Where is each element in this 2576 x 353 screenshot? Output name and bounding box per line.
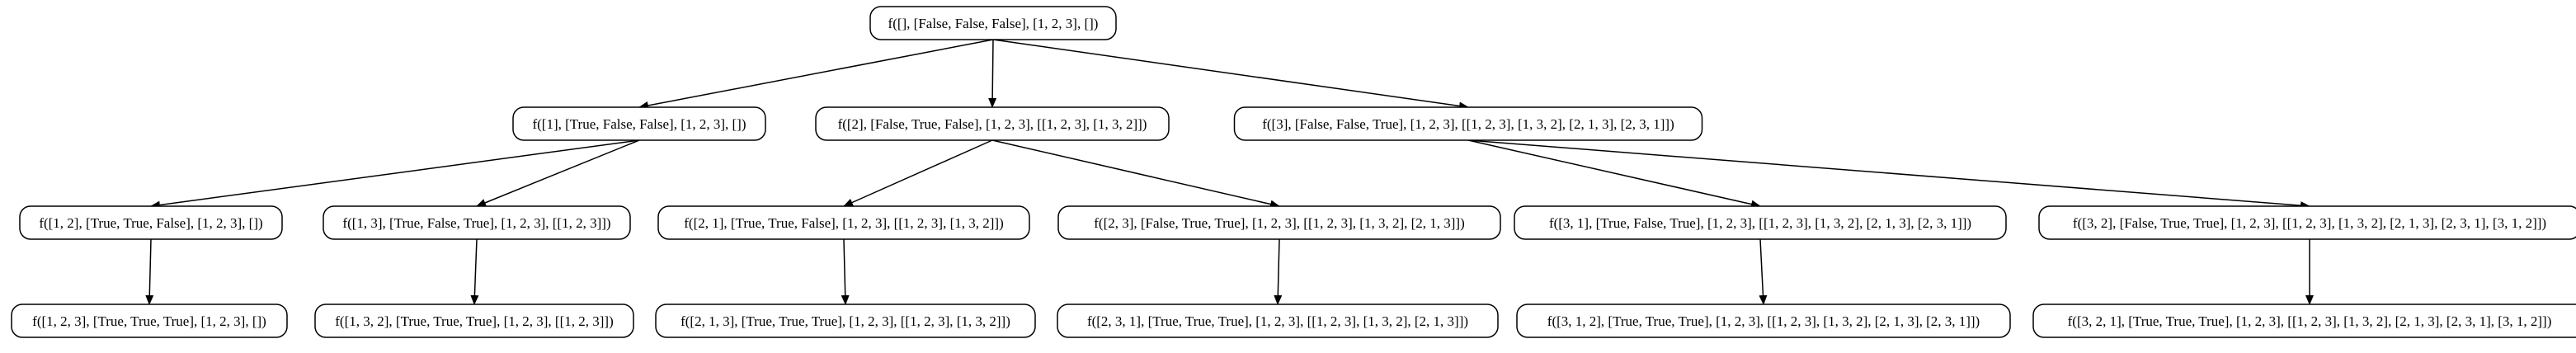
tree-node-n14: f([3, 1, 2], [True, True, True], [1, 2, …	[1516, 304, 2011, 338]
edge-n0-to-n3	[992, 39, 1469, 111]
tree-node-n13: f([2, 3, 1], [True, True, True], [1, 2, …	[1057, 304, 1499, 338]
node-box	[314, 304, 634, 338]
nodes-layer: f([], [False, False, False], [1, 2, 3], …	[11, 6, 2576, 338]
tree-node-n3: f([3], [False, False, True], [1, 2, 3], …	[1233, 106, 1703, 141]
edge-n7-to-n13	[1274, 238, 1283, 305]
node-label: f([1, 2, 3], [True, True, True], [1, 2, …	[32, 313, 266, 329]
tree-node-n5: f([1, 3], [True, False, True], [1, 2, 3]…	[323, 205, 631, 240]
node-label: f([], [False, False, False], [1, 2, 3], …	[888, 16, 1099, 31]
edges-layer	[145, 39, 2314, 305]
node-box	[1514, 205, 2007, 240]
edge-n4-to-n10	[145, 238, 154, 305]
edge-n5-to-n11	[470, 238, 479, 305]
tree-node-n15: f([3, 2, 1], [True, True, True], [1, 2, …	[2032, 304, 2576, 338]
node-label: f([1, 3], [True, False, True], [1, 2, 3]…	[342, 215, 610, 231]
tree-node-n7: f([2, 3], [False, True, True], [1, 2, 3]…	[1057, 205, 1501, 240]
node-box	[1057, 304, 1499, 338]
node-label: f([1, 2], [True, True, False], [1, 2, 3]…	[39, 215, 262, 231]
node-label: f([3, 2, 1], [True, True, True], [1, 2, …	[2068, 313, 2552, 329]
node-box	[2032, 304, 2576, 338]
edge-n6-to-n12	[841, 238, 850, 305]
node-box	[11, 304, 288, 338]
tree-node-n4: f([1, 2], [True, True, False], [1, 2, 3]…	[19, 205, 283, 240]
node-label: f([3, 2], [False, True, True], [1, 2, 3]…	[2073, 215, 2546, 231]
node-box	[512, 106, 766, 141]
tree-node-n12: f([2, 1, 3], [True, True, True], [1, 2, …	[655, 304, 1036, 338]
edge-n1-to-n4	[150, 139, 640, 209]
tree-node-n10: f([1, 2, 3], [True, True, True], [1, 2, …	[11, 304, 288, 338]
tree-node-n6: f([2, 1], [True, True, False], [1, 2, 3]…	[657, 205, 1030, 240]
node-box	[655, 304, 1036, 338]
node-label: f([1], [True, False, False], [1, 2, 3], …	[532, 116, 746, 132]
tree-node-n9: f([3, 2], [False, True, True], [1, 2, 3]…	[2038, 205, 2576, 240]
edge-n0-to-n2	[988, 39, 997, 108]
node-label: f([1, 3, 2], [True, True, True], [1, 2, …	[335, 313, 613, 329]
tree-node-n8: f([3, 1], [True, False, True], [1, 2, 3]…	[1514, 205, 2007, 240]
node-label: f([3, 1], [True, False, True], [1, 2, 3]…	[1549, 215, 1971, 231]
edge-n2-to-n6	[843, 139, 993, 207]
node-label: f([2], [False, True, False], [1, 2, 3], …	[838, 116, 1147, 132]
tree-node-n2: f([2], [False, True, False], [1, 2, 3], …	[815, 106, 1170, 141]
edge-n2-to-n7	[991, 139, 1280, 209]
node-box	[1233, 106, 1703, 141]
node-label: f([2, 1, 3], [True, True, True], [1, 2, …	[680, 313, 1010, 329]
node-label: f([2, 3], [False, True, True], [1, 2, 3]…	[1094, 215, 1465, 231]
node-box	[869, 6, 1117, 40]
node-box	[657, 205, 1030, 240]
edge-n0-to-n1	[638, 39, 994, 110]
node-label: f([3, 1, 2], [True, True, True], [1, 2, …	[1547, 313, 1980, 329]
node-box	[19, 205, 283, 240]
edge-n8-to-n14	[1759, 238, 1768, 305]
node-box	[1057, 205, 1501, 240]
node-box	[2038, 205, 2576, 240]
node-label: f([2, 3, 1], [True, True, True], [1, 2, …	[1087, 313, 1468, 329]
edge-n1-to-n5	[476, 139, 640, 207]
node-label: f([2, 1], [True, True, False], [1, 2, 3]…	[684, 215, 1003, 231]
tree-node-n1: f([1], [True, False, False], [1, 2, 3], …	[512, 106, 766, 141]
tree-node-n0: f([], [False, False, False], [1, 2, 3], …	[869, 6, 1117, 40]
node-box	[815, 106, 1170, 141]
node-label: f([3], [False, False, True], [1, 2, 3], …	[1262, 116, 1674, 132]
node-box	[323, 205, 631, 240]
node-box	[1516, 304, 2011, 338]
edge-n3-to-n8	[1467, 139, 1761, 209]
edge-n3-to-n9	[1467, 139, 2310, 210]
tree-node-n11: f([1, 3, 2], [True, True, True], [1, 2, …	[314, 304, 634, 338]
